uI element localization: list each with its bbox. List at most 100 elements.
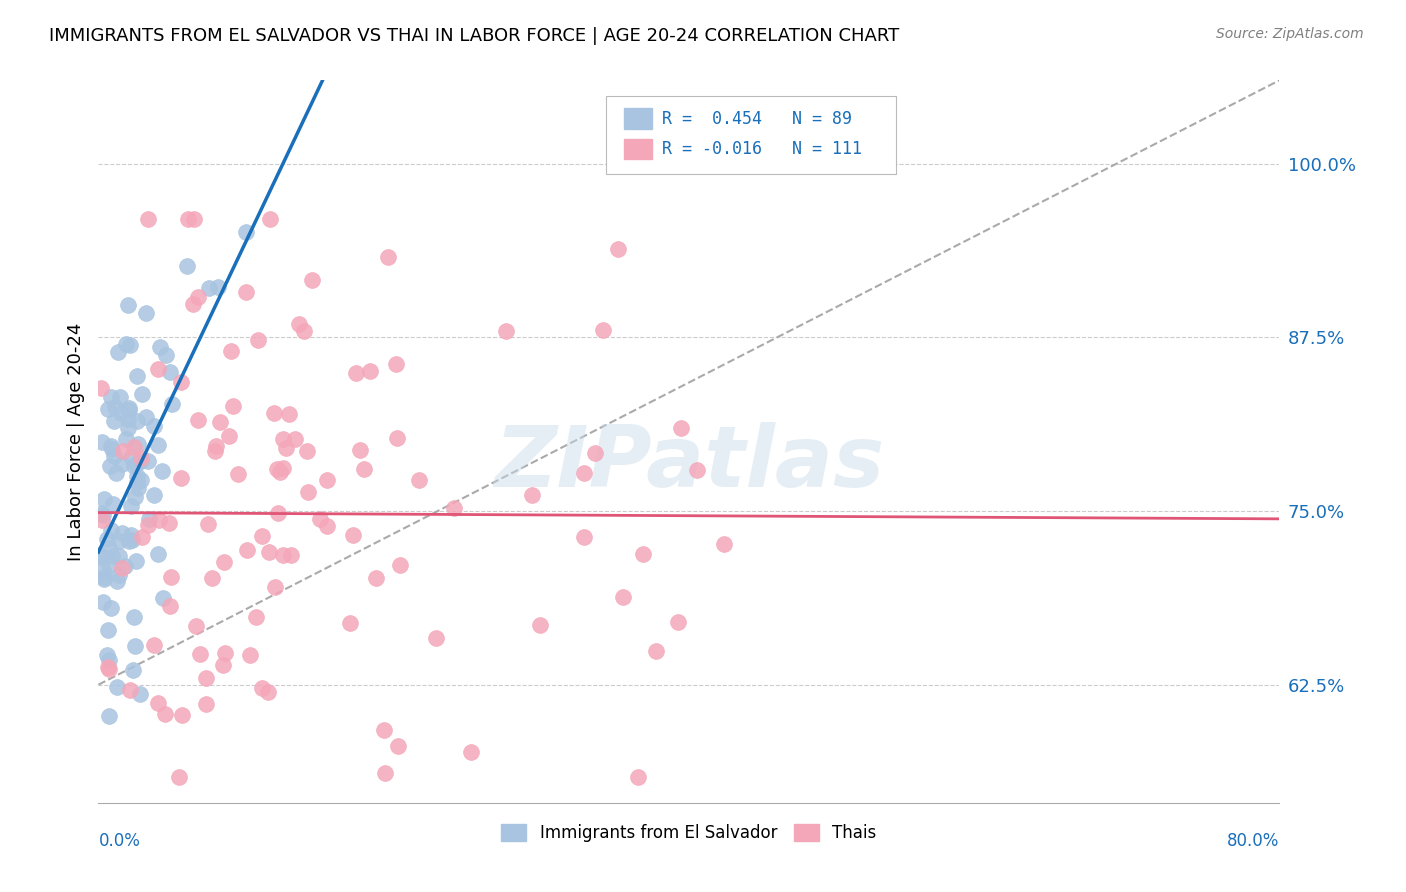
Point [108,568,131,582]
Point [607,242,630,256]
Point [353,462,375,476]
Point [631,548,654,562]
Point [194,697,217,711]
Point [100,390,122,404]
Point [100,439,122,453]
Point [127,468,149,483]
Point [645,643,668,657]
Point [143,488,166,502]
Point [97,624,120,638]
Point [96,648,118,663]
Point [266,462,288,476]
Point [176,212,198,227]
Point [115,337,138,351]
Point [205,439,228,453]
Point [105,574,128,588]
Point [121,533,143,548]
Point [219,343,242,358]
Text: R =  0.454   N = 89: R = 0.454 N = 89 [662,110,852,128]
Point [101,442,124,456]
Point [273,461,295,475]
Point [120,500,142,514]
Point [91,549,114,564]
Point [408,473,430,487]
Point [100,523,122,537]
Point [671,421,693,435]
Point [274,441,297,455]
Point [212,555,235,569]
Point [377,250,399,264]
Point [263,406,285,420]
Point [263,580,285,594]
Point [159,599,181,613]
Point [257,684,280,698]
Point [443,501,465,516]
Point [159,365,181,379]
Point [148,547,170,561]
Point [136,453,159,467]
Point [148,513,170,527]
Point [252,529,274,543]
Point [90,381,112,395]
Point [127,437,149,451]
Point [176,259,198,273]
Point [122,610,145,624]
Point [207,280,229,294]
Point [112,444,135,458]
Point [120,528,142,542]
Point [271,432,294,446]
Point [349,443,371,458]
Point [522,488,544,502]
Point [110,458,132,472]
Point [388,558,411,572]
Point [138,512,160,526]
Point [188,648,211,662]
Point [592,323,614,337]
Point [93,570,115,584]
Point [266,506,288,520]
Point [131,386,153,401]
Point [201,571,224,585]
Point [197,516,219,531]
Point [125,457,148,471]
Point [90,514,112,528]
Point [495,324,517,338]
Point [259,212,281,227]
Point [105,680,128,694]
Point [529,618,551,632]
Point [384,357,406,371]
Point [612,590,634,604]
Point [117,298,139,312]
Point [110,406,132,420]
Text: IMMIGRANTS FROM EL SALVADOR VS THAI IN LABOR FORCE | AGE 20-24 CORRELATION CHART: IMMIGRANTS FROM EL SALVADOR VS THAI IN L… [49,27,900,45]
Point [170,375,193,389]
Point [103,414,125,428]
Point [93,573,115,587]
Point [301,273,323,287]
Point [226,467,249,481]
Point [129,473,152,487]
Point [129,454,152,468]
Point [359,364,381,378]
Point [339,616,361,631]
Point [184,619,207,633]
Point [127,482,149,496]
Point [204,444,226,458]
Point [146,438,169,452]
Point [136,518,159,533]
Text: Source: ZipAtlas.com: Source: ZipAtlas.com [1216,27,1364,41]
Point [273,549,295,563]
Point [297,484,319,499]
Point [187,413,209,427]
Point [222,399,245,413]
Point [295,444,318,458]
Point [150,464,173,478]
Point [666,615,689,630]
Point [148,340,170,354]
Point [146,696,169,710]
Point [387,739,409,753]
Point [257,544,280,558]
Point [108,549,131,564]
Point [211,658,233,673]
Point [101,549,124,563]
